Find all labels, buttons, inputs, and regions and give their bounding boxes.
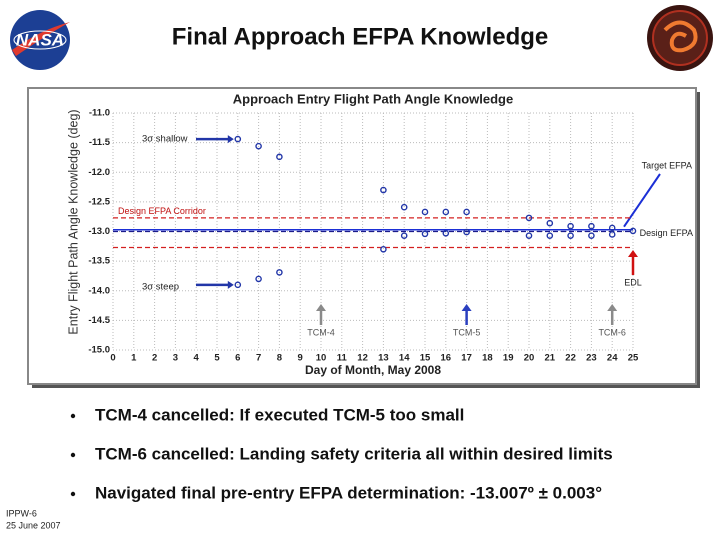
data-point <box>567 232 574 239</box>
bullet-text: Navigated final pre-entry EFPA determina… <box>95 483 602 502</box>
y-tick-label: -15.0 <box>88 345 110 356</box>
logo-text: NASA <box>16 30 64 49</box>
data-point <box>400 203 408 211</box>
annotation-arrowhead <box>227 280 234 289</box>
event-arrowhead <box>628 250 638 257</box>
data-point <box>567 222 574 230</box>
x-tick-label: 19 <box>503 353 514 364</box>
x-tick-label: 5 <box>214 353 220 364</box>
x-tick-label: 6 <box>235 353 240 364</box>
data-point <box>255 275 262 283</box>
bullet-dot <box>70 413 76 419</box>
nasa-logo: NASA <box>10 10 70 70</box>
x-tick-label: 16 <box>441 353 452 364</box>
y-tick-label: -14.5 <box>88 315 110 326</box>
data-point <box>525 214 533 222</box>
x-tick-label: 13 <box>378 353 389 364</box>
reference-label: Design EFPA Corridor <box>118 206 206 216</box>
series-label: 3σ steep <box>142 281 179 292</box>
x-tick-label: 22 <box>565 353 576 364</box>
data-point <box>380 245 387 253</box>
x-tick-label: 20 <box>524 353 535 364</box>
bullet-text: TCM-6 cancelled: Landing safety criteria… <box>95 444 613 463</box>
annotation-arrowhead <box>227 135 234 144</box>
event-arrowhead <box>316 304 326 311</box>
x-tick-label: 4 <box>194 353 200 364</box>
data-point <box>255 142 262 150</box>
slide-title: Final Approach EFPA Knowledge <box>172 23 548 50</box>
event-label: TCM-6 <box>598 327 626 337</box>
data-point <box>608 224 616 232</box>
x-tick-label: 21 <box>545 353 556 364</box>
chart-title: Approach Entry Flight Path Angle Knowled… <box>233 91 513 106</box>
y-tick-label: -11.0 <box>89 108 110 119</box>
data-point <box>442 229 450 237</box>
data-point <box>463 208 470 216</box>
bullet-text: TCM-4 cancelled: If executed TCM-5 too s… <box>95 405 464 424</box>
x-tick-label: 24 <box>607 353 618 364</box>
event-label: EDL <box>624 277 642 287</box>
data-point <box>629 227 637 235</box>
chart: Approach Entry Flight Path Angle Knowled… <box>66 91 693 377</box>
x-tick-label: 8 <box>277 353 282 364</box>
x-tick-label: 2 <box>152 353 157 364</box>
x-axis-label: Day of Month, May 2008 <box>305 363 441 377</box>
footer-meeting: IPPW-6 <box>6 508 37 518</box>
data-point <box>421 208 429 216</box>
x-tick-label: 15 <box>420 353 431 364</box>
x-tick-label: 23 <box>586 353 597 364</box>
x-tick-label: 9 <box>298 353 303 364</box>
data-point <box>546 232 554 239</box>
event-arrowhead <box>461 304 472 311</box>
data-point <box>234 281 242 289</box>
footer-date: 25 June 2007 <box>6 520 61 530</box>
reference-label: Design EFPA <box>640 228 693 238</box>
data-point <box>588 222 595 230</box>
series-label: 3σ shallow <box>142 134 188 145</box>
x-tick-label: 11 <box>337 353 348 364</box>
reference-label: Target EFPA <box>642 160 692 170</box>
data-point <box>276 269 283 276</box>
x-tick-label: 3 <box>173 353 178 364</box>
data-point <box>400 232 408 239</box>
y-tick-label: -14.0 <box>88 285 110 296</box>
x-tick-label: 14 <box>399 353 410 364</box>
x-tick-label: 18 <box>482 353 493 364</box>
data-point <box>525 232 533 239</box>
data-point <box>421 230 429 238</box>
y-tick-label: -11.5 <box>89 137 111 148</box>
x-tick-label: 0 <box>110 353 115 364</box>
y-tick-label: -12.0 <box>88 167 110 178</box>
x-tick-label: 10 <box>316 353 327 364</box>
data-point <box>234 135 242 143</box>
y-axis-label: Entry Flight Path Angle Knowledge (deg) <box>66 109 80 334</box>
chart-frame <box>27 87 697 385</box>
data-point <box>588 232 595 239</box>
bullet-list: TCM-4 cancelled: If executed TCM-5 too s… <box>70 405 613 502</box>
x-tick-label: 1 <box>131 353 137 364</box>
data-point <box>546 219 554 227</box>
data-point <box>463 228 470 236</box>
y-tick-label: -13.0 <box>88 226 110 237</box>
y-tick-label: -12.5 <box>88 196 110 207</box>
y-tick-label: -13.5 <box>88 256 110 267</box>
bullet-dot <box>70 491 76 497</box>
data-point <box>276 153 283 161</box>
x-tick-label: 17 <box>461 353 472 364</box>
mission-logo <box>647 5 713 71</box>
event-arrowhead <box>607 304 618 311</box>
data-point <box>608 231 616 238</box>
data-point <box>380 186 387 194</box>
event-label: TCM-4 <box>307 327 335 337</box>
data-point <box>442 208 450 216</box>
x-tick-label: 7 <box>256 353 261 364</box>
bullet-dot <box>70 452 76 458</box>
x-tick-label: 12 <box>357 353 368 364</box>
x-tick-label: 25 <box>628 353 639 364</box>
event-label: TCM-5 <box>453 327 481 337</box>
